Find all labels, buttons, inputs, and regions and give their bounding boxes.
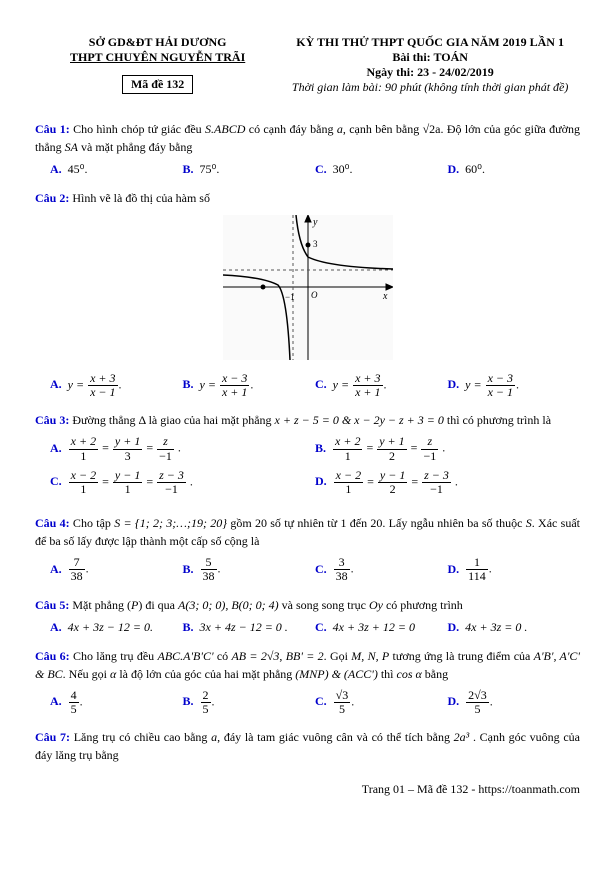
- date-line: Ngày thi: 23 - 24/02/2019: [280, 65, 580, 80]
- question-2: Câu 2: Hình vẽ là đồ thị của hàm số: [35, 189, 580, 207]
- svg-text:x: x: [382, 291, 388, 302]
- question-5: Câu 5: Mặt phẳng (P) đi qua A(3; 0; 0), …: [35, 596, 580, 614]
- q3-B: B. x + 21 = y + 12 = z−1 .: [315, 435, 580, 462]
- exam-code-box: Mã đề 132: [122, 75, 193, 94]
- q2-C: C. y = x + 3x + 1.: [315, 372, 448, 399]
- q1-A: A. 45⁰.: [50, 162, 183, 177]
- q3-choices: A. x + 21 = y + 13 = z−1 . B. x + 21 = y…: [50, 435, 580, 502]
- q1-B: B. 75⁰.: [183, 162, 316, 177]
- q1-choices: A. 45⁰. B. 75⁰. C. 30⁰. D. 60⁰.: [50, 162, 580, 177]
- q4-A: A. 738.: [50, 556, 183, 583]
- q2-D: D. y = x − 3x − 1.: [448, 372, 581, 399]
- q6-choices: A. 45. B. 25. C. √35. D. 2√35.: [50, 689, 580, 716]
- page-footer: Trang 01 – Mã đề 132 - https://toanmath.…: [35, 782, 580, 797]
- q6-D: D. 2√35.: [448, 689, 581, 716]
- q1-C: C. 30⁰.: [315, 162, 448, 177]
- svg-text:3: 3: [313, 239, 318, 249]
- q4-choices: A. 738. B. 538. C. 338. D. 1114.: [50, 556, 580, 583]
- hyperbola-graph-icon: x y 3 −1 O: [223, 215, 393, 360]
- q6-C: C. √35.: [315, 689, 448, 716]
- svg-text:y: y: [312, 217, 318, 228]
- q6-label: Câu 6:: [35, 649, 70, 663]
- svg-text:−1: −1: [285, 292, 295, 302]
- q2-choices: A. y = x + 3x − 1. B. y = x − 3x + 1. C.…: [50, 372, 580, 399]
- subject-line: Bài thi: TOÁN: [280, 50, 580, 65]
- header-right: KỲ THI THỬ THPT QUỐC GIA NĂM 2019 LẦN 1 …: [280, 35, 580, 95]
- q5-choices: A. 4x + 3z − 12 = 0. B. 3x + 4z − 12 = 0…: [50, 620, 580, 635]
- q5-C: C. 4x + 3z + 12 = 0: [315, 620, 448, 635]
- q2-B: B. y = x − 3x + 1.: [183, 372, 316, 399]
- exam-header: SỞ GD&ĐT HẢI DƯƠNG THPT CHUYÊN NGUYỄN TR…: [35, 35, 580, 95]
- q2-A: A. y = x + 3x − 1.: [50, 372, 183, 399]
- question-4: Câu 4: Cho tập S = {1; 2; 3;…;19; 20} gồ…: [35, 514, 580, 550]
- header-left: SỞ GD&ĐT HẢI DƯƠNG THPT CHUYÊN NGUYỄN TR…: [35, 35, 280, 95]
- q3-C: C. x − 21 = y − 11 = z − 3−1 .: [50, 469, 315, 496]
- q3-D: D. x − 21 = y − 12 = z − 3−1 .: [315, 469, 580, 496]
- q3-label: Câu 3:: [35, 413, 69, 427]
- q5-A: A. 4x + 3z − 12 = 0.: [50, 620, 183, 635]
- q6-A: A. 45.: [50, 689, 183, 716]
- svg-text:O: O: [311, 290, 318, 300]
- q5-label: Câu 5:: [35, 598, 69, 612]
- q5-D: D. 4x + 3z = 0 .: [448, 620, 581, 635]
- question-3: Câu 3: Đường thẳng Δ là giao của hai mặt…: [35, 411, 580, 429]
- q2-label: Câu 2:: [35, 191, 69, 205]
- q2-graph: x y 3 −1 O: [35, 215, 580, 364]
- q1-D: D. 60⁰.: [448, 162, 581, 177]
- q6-B: B. 25.: [183, 689, 316, 716]
- title-line: KỲ THI THỬ THPT QUỐC GIA NĂM 2019 LẦN 1: [280, 35, 580, 50]
- question-1: Câu 1: Cho hình chóp tứ giác đều S.ABCD …: [35, 120, 580, 156]
- q3-A: A. x + 21 = y + 13 = z−1 .: [50, 435, 315, 462]
- question-7: Câu 7: Lăng trụ có chiều cao bằng a, đáy…: [35, 728, 580, 764]
- q5-B: B. 3x + 4z − 12 = 0 .: [183, 620, 316, 635]
- q7-label: Câu 7:: [35, 730, 70, 744]
- question-6: Câu 6: Cho lăng trụ đều ABC.A'B'C' có AB…: [35, 647, 580, 683]
- q4-label: Câu 4:: [35, 516, 70, 530]
- q4-C: C. 338.: [315, 556, 448, 583]
- q4-B: B. 538.: [183, 556, 316, 583]
- q4-D: D. 1114.: [448, 556, 581, 583]
- dept-line: SỞ GD&ĐT HẢI DƯƠNG: [35, 35, 280, 50]
- duration-line: Thời gian làm bài: 90 phút (không tính t…: [280, 80, 580, 95]
- q1-label: Câu 1:: [35, 122, 70, 136]
- school-line: THPT CHUYÊN NGUYỄN TRÃI: [35, 50, 280, 65]
